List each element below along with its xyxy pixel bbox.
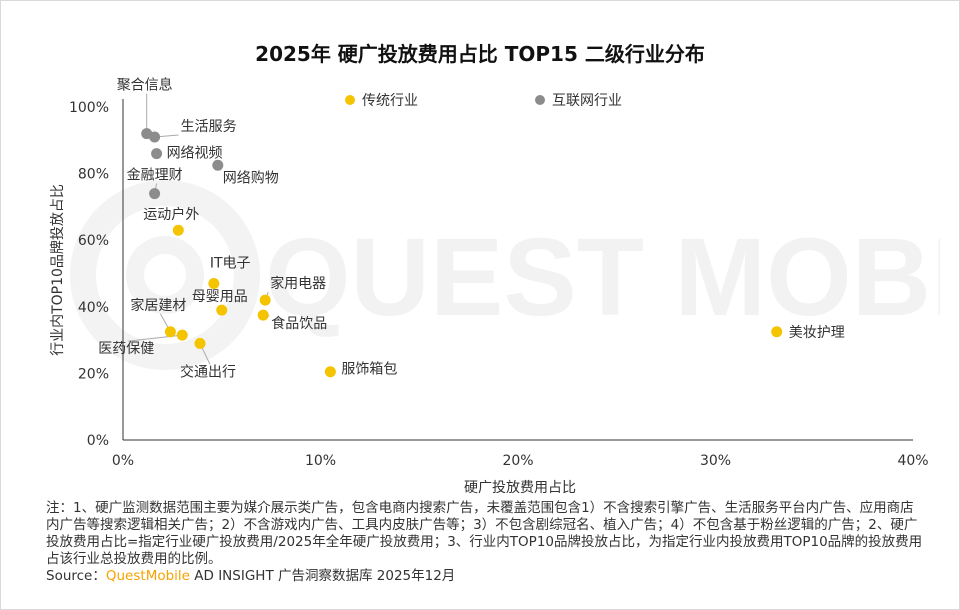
source-line: Source：QuestMobile AD INSIGHT 广告洞察数据库 20… [46, 568, 926, 585]
x-tick-label: 20% [502, 453, 533, 469]
point-label: 聚合信息 [117, 77, 173, 94]
data-point [151, 148, 163, 160]
watermark-text: QUEST MOBILE [265, 216, 940, 339]
data-point [216, 304, 228, 316]
point-label: 服饰箱包 [341, 362, 397, 378]
data-point [771, 326, 783, 338]
x-tick-label: 0% [112, 453, 134, 469]
data-point [257, 309, 269, 321]
point-label: 母婴用品 [192, 289, 248, 305]
legend-marker [345, 95, 355, 105]
y-axis-label: 行业内TOP10品牌投放占比 [50, 184, 66, 356]
point-label: 生活服务 [181, 119, 237, 135]
point-label: 家用电器 [270, 275, 326, 292]
legend-label: 传统行业 [362, 93, 418, 109]
axes [122, 99, 913, 441]
x-axis-label: 硬广投放费用占比 [464, 480, 576, 496]
data-point [194, 337, 206, 349]
x-tick-label: 40% [897, 453, 928, 469]
point-label: 食品饮品 [271, 315, 327, 332]
point-label: 家居建材 [130, 297, 186, 314]
x-tick-label: 10% [305, 453, 336, 469]
quest-mobile-watermark: QUEST MOBILE [70, 180, 940, 370]
y-tick-label: 20% [78, 366, 109, 382]
y-tick-label: 100% [69, 100, 109, 116]
legend-label: 互联网行业 [552, 93, 622, 109]
data-points [141, 128, 783, 378]
data-point [176, 329, 188, 341]
source-brand: QuestMobile [105, 568, 190, 584]
legend-marker [535, 95, 545, 105]
data-point [212, 159, 224, 171]
source-rest: AD INSIGHT 广告洞察数据库 2025年12月 [189, 568, 456, 584]
point-label: 网络视频 [167, 146, 223, 162]
y-tick-label: 0% [87, 433, 109, 449]
data-point [164, 326, 176, 338]
point-label: 金融理财 [127, 168, 183, 184]
point-label: 运动户外 [143, 206, 199, 223]
y-tick-label: 40% [78, 300, 109, 316]
data-point [324, 366, 336, 378]
footnote: 注：1、硬广监测数据范围主要为媒介展示类广告，包含电商内搜索广告，未覆盖范围包含… [46, 500, 926, 585]
point-label: 网络购物 [223, 170, 279, 186]
point-label: 美妆护理 [789, 325, 845, 341]
data-point [149, 131, 161, 143]
point-label: 交通出行 [180, 363, 236, 380]
data-point [259, 294, 271, 306]
chart-title: 2025年 硬广投放费用占比 TOP15 二级行业分布 [255, 42, 705, 66]
y-tick-label: 60% [78, 233, 109, 249]
point-label: IT电子 [210, 255, 251, 271]
source-prefix: Source： [46, 568, 106, 584]
legend: 传统行业 互联网行业 [345, 93, 622, 109]
footnote-text: 注：1、硬广监测数据范围主要为媒介展示类广告，包含电商内搜索广告，未覆盖范围包含… [46, 500, 923, 567]
y-tick-label: 80% [78, 167, 109, 183]
x-tick-label: 30% [700, 453, 731, 469]
watermark-logo-icon [70, 180, 260, 370]
data-point [149, 188, 161, 200]
x-tick-labels: 0% 10% 20% 30% 40% [112, 453, 929, 469]
data-point [208, 277, 220, 289]
data-point [172, 224, 184, 236]
y-tick-labels: 0% 20% 40% 60% 80% 100% [69, 100, 109, 449]
point-label: 医药保健 [98, 341, 154, 357]
